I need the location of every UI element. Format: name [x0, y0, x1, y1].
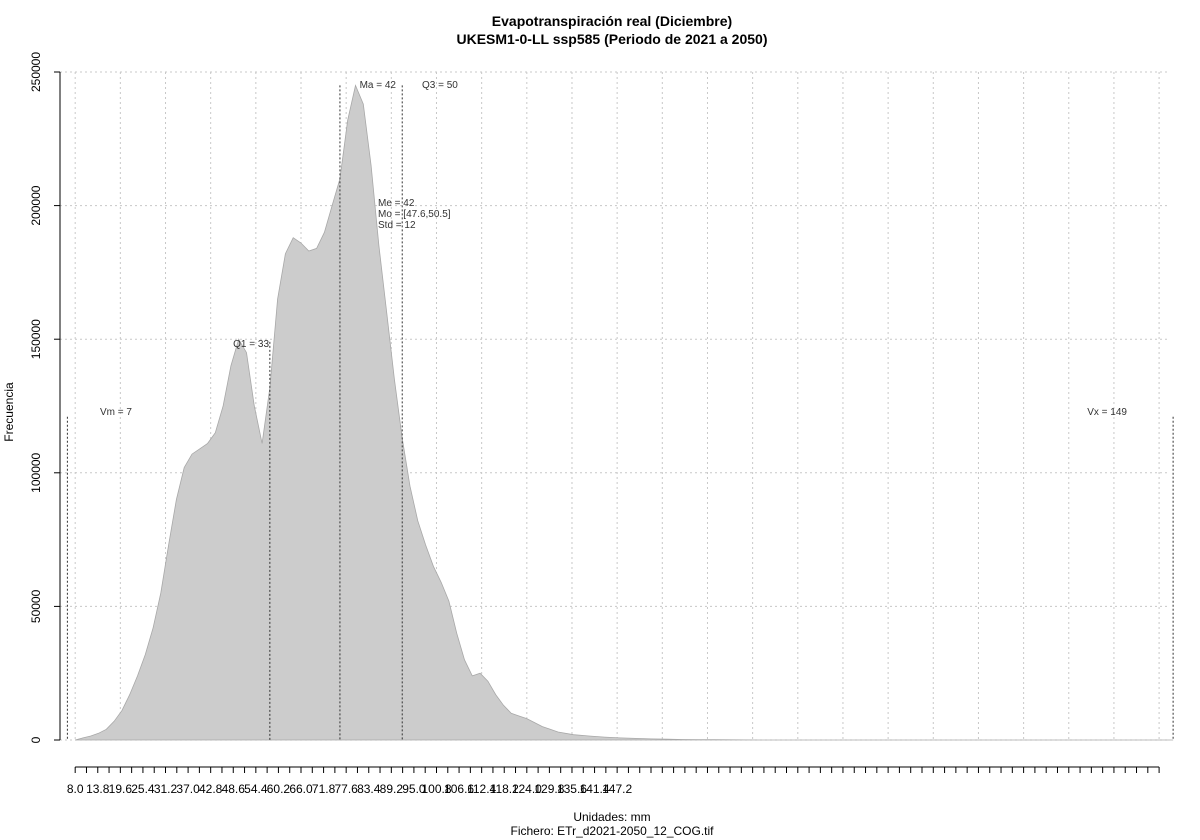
y-tick-label: 250000 [29, 52, 43, 92]
y-axis-label: Frecuencia [2, 382, 16, 442]
mean-label: Ma = 42 [360, 80, 397, 91]
x-tick-label: 124.0 [512, 782, 542, 796]
x-tick-label: 95.0 [402, 782, 426, 796]
x-tick-label: 71.8 [312, 782, 336, 796]
chart-subtitle: UKESM1-0-LL ssp585 (Periodo de 2021 a 20… [457, 31, 768, 47]
x-tick-label: 42.8 [199, 782, 223, 796]
axes: 0 50000 100000 150000 200000 250000 8.0 13.8 19.… [29, 52, 1160, 796]
x-tick-label: 141.4 [580, 782, 610, 796]
x-tick-label: 31.2 [154, 782, 178, 796]
q1-label: Q1 = 33 [233, 339, 269, 350]
mode-label: Mo = [47.6,50.5] [378, 209, 451, 220]
x-tick-label: 13.8 [86, 782, 110, 796]
x-tick-label: 48.6 [222, 782, 246, 796]
x-tick-label: 60.2 [267, 782, 291, 796]
x-tick-label: 83.4 [357, 782, 381, 796]
density-area [75, 84, 1174, 741]
x-tick-label: 147.2 [602, 782, 632, 796]
x-tick-label: 54.4 [244, 782, 268, 796]
x-tick-label: 118.2 [490, 782, 519, 796]
max-value-label: Vx = 149 [1087, 407, 1127, 418]
x-tick-label: 129.8 [534, 782, 564, 796]
x-tick-label: 8.0 [67, 782, 84, 796]
y-tick-label: 50000 [29, 589, 43, 623]
x-tick-label: 37.0 [176, 782, 200, 796]
y-tick-label: 200000 [29, 185, 43, 225]
y-tick-label: 100000 [29, 452, 43, 492]
x-tick-label: 89.2 [380, 782, 404, 796]
statistic-lines [66, 85, 1174, 740]
chart-title: Evapotranspiración real (Diciembre) [492, 13, 732, 29]
x-axis-label: Unidades: mm [573, 810, 650, 824]
min-value-label: Vm = 7 [100, 407, 132, 418]
file-caption: Fichero: ETr_d2021-2050_12_COG.tif [511, 824, 715, 838]
std-label: Std = 12 [378, 220, 416, 231]
x-tick-label: 100.8 [421, 782, 451, 796]
x-tick-label: 77.6 [334, 782, 358, 796]
x-tick-label: 106.6 [444, 782, 474, 796]
median-label: Me = 42 [378, 198, 415, 209]
x-tick-label: 66.0 [289, 782, 313, 796]
y-tick-label: 150000 [29, 319, 43, 359]
x-tick-label: 135.6 [557, 782, 587, 796]
x-tick-label: 25.4 [131, 782, 155, 796]
y-tick-label: 0 [29, 736, 43, 743]
x-tick-label: 112.4 [467, 782, 496, 796]
q3-label: Q3 = 50 [422, 80, 458, 91]
x-tick-label: 19.6 [109, 782, 133, 796]
